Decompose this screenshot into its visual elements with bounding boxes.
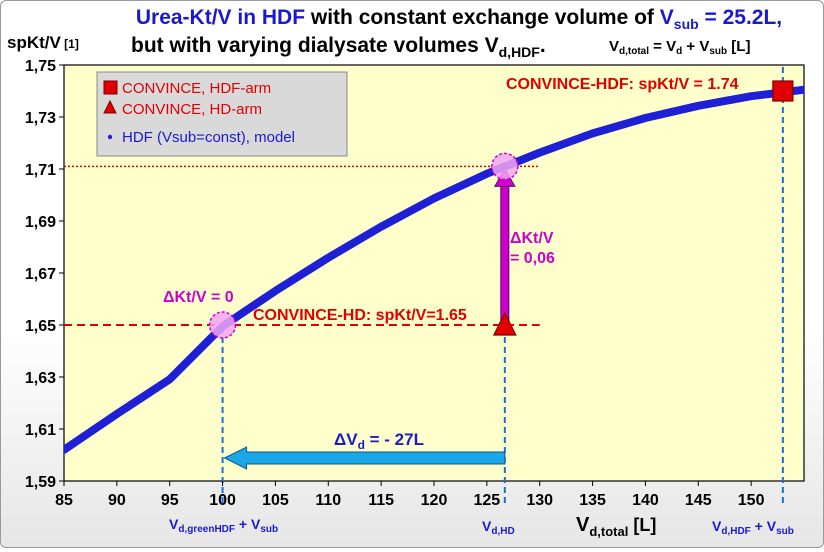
annotations: CONVINCE-HDF: spKt/V = 1.74 CONVINCE-HD: …	[163, 76, 794, 537]
legend-triangle-marker	[103, 99, 117, 114]
formula-part: sub	[709, 46, 727, 57]
model-curve	[64, 85, 804, 454]
title-part: but with varying dialysate volumes	[131, 34, 485, 57]
title-part: = 25.2L,	[699, 6, 782, 29]
x-tick-label: 85	[55, 492, 73, 509]
legend-item-hd-arm: CONVINCE, HD-arm	[122, 101, 262, 118]
x-axis-ticks: 85 90 95 100 105 110 115 120 125 130 135 140 145 150	[55, 481, 765, 509]
legend-item-hdf-arm: CONVINCE, HDF-arm	[122, 80, 271, 97]
data-markers	[208, 80, 794, 470]
total-volume-formula: Vd,total = Vd + Vsub [L]	[609, 38, 750, 57]
hd-arm-triangle-marker	[492, 311, 517, 336]
legend-square-marker	[103, 80, 118, 95]
xlabel-part: V	[576, 514, 590, 536]
x-tick-label: 140	[632, 492, 659, 509]
chart-title-line2: but with varying dialysate volumes Vd,HD…	[131, 34, 546, 60]
v-green-part: sub	[260, 524, 278, 535]
y-axis-label: spKt/V [1]	[7, 33, 79, 52]
v-hd-label: Vd,HD	[482, 518, 515, 537]
v-hd-part: V	[482, 518, 492, 534]
x-tick-label: 145	[685, 492, 712, 509]
y-axis-ticks: 1,59 1,61 1,63 1,65 1,67 1,69 1,71 1,73 1,75	[25, 58, 64, 491]
v-green-part: V	[169, 516, 179, 532]
v-green-part: + V	[235, 516, 261, 532]
formula-part: [L]	[727, 38, 750, 55]
y-tick-label: 1,73	[25, 110, 56, 127]
formula-part: = V	[649, 38, 676, 55]
model-point-at-green	[208, 311, 237, 339]
title-part: d,HDF	[499, 44, 541, 60]
delta-vd-part: d	[358, 438, 365, 452]
formula-part: + V	[682, 38, 709, 55]
v-green-part: d,greenHDF	[178, 524, 235, 535]
hdf-arm-label: CONVINCE-HDF: spKt/V = 1.74	[506, 76, 739, 93]
hdf-arm-square-marker	[772, 80, 794, 102]
legend: CONVINCE, HDF-arm CONVINCE, HD-arm HDF (…	[96, 71, 348, 157]
v-hd-part: d,HD	[491, 526, 514, 537]
x-tick-label: 105	[262, 492, 289, 509]
v-hdf-part: V	[712, 518, 722, 534]
y-tick-label: 1,63	[25, 370, 56, 387]
title-part: sub	[674, 16, 699, 32]
xlabel-part: [L]	[628, 515, 656, 535]
y-tick-label: 1,69	[25, 214, 56, 231]
x-tick-label: 110	[315, 492, 341, 509]
delta-vd-arrow	[223, 446, 506, 470]
delta-ktv-arrow-shaft	[500, 183, 510, 326]
hd-arm-label: CONVINCE-HD: spKt/V=1.65	[253, 307, 467, 324]
y-tick-label: 1,61	[25, 422, 56, 439]
legend-dot-marker	[107, 134, 113, 140]
title-part: V	[485, 34, 499, 57]
model-point-at-hd	[491, 152, 519, 181]
y-tick-label: 1,75	[25, 58, 56, 75]
formula-part: d	[676, 46, 682, 57]
title-part: .	[540, 34, 546, 57]
x-tick-label: 90	[108, 492, 126, 509]
y-tick-label: 1,71	[25, 162, 56, 179]
delta-vd-part: ΔV	[334, 430, 358, 449]
delta-ktv-label-line2: = 0,06	[510, 250, 555, 267]
chart-title-line1: Urea-Kt/V in HDF with constant exchange …	[136, 6, 782, 32]
x-tick-label: 150	[738, 492, 765, 509]
title-part: with constant exchange volume of	[310, 6, 660, 29]
ylabel-part: spKt/V	[7, 33, 62, 52]
y-tick-label: 1,65	[25, 318, 56, 335]
delta-vd-part: = - 27L	[365, 430, 424, 449]
x-tick-label: 120	[421, 492, 448, 509]
title-part: V	[660, 6, 674, 29]
x-tick-label: 100	[209, 492, 236, 509]
x-tick-label: 130	[526, 492, 553, 509]
x-tick-label: 135	[579, 492, 606, 509]
v-hdf-part: d,HDF	[721, 526, 750, 537]
v-hdf-part: sub	[776, 526, 794, 537]
delta-ktv-zero-label: ΔKt/V = 0	[163, 289, 234, 306]
title-part: Urea-Kt/V in HDF	[136, 6, 311, 29]
formula-part: d,total	[619, 46, 649, 57]
x-tick-label: 125	[474, 492, 501, 509]
v-hdf-label: Vd,HDF + Vsub	[712, 518, 794, 537]
legend-box	[96, 71, 348, 157]
x-axis-label: Vd,total [L]	[576, 514, 656, 539]
delta-ktv-label-line1: ΔKt/V	[510, 230, 554, 247]
x-tick-label: 95	[161, 492, 179, 509]
y-tick-label: 1,67	[25, 266, 56, 283]
formula-part: V	[609, 38, 619, 55]
y-tick-label: 1,59	[25, 474, 56, 491]
delta-vd-label: ΔVd = - 27L	[334, 430, 424, 452]
x-tick-label: 115	[368, 492, 394, 509]
v-green-hdf-label: Vd,greenHDF + Vsub	[169, 516, 278, 535]
v-hdf-part: + V	[751, 518, 777, 534]
legend-item-model: HDF (Vsub=const), model	[122, 129, 295, 146]
ylabel-part: [1]	[61, 37, 79, 51]
xlabel-part: d,total	[589, 524, 628, 539]
